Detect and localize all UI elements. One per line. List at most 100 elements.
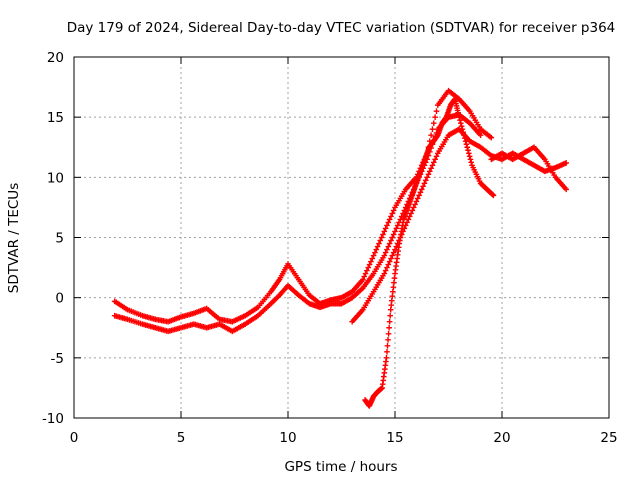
data-point-interp	[377, 237, 384, 244]
data-point-interp	[465, 147, 471, 154]
data-point-interp	[430, 159, 437, 166]
data-point	[424, 174, 430, 181]
data-point	[462, 138, 469, 145]
data-point-interp	[457, 117, 463, 123]
y-tick-label: 0	[55, 291, 64, 307]
data-point-interp	[412, 201, 418, 208]
data-point-interp	[426, 168, 433, 175]
data-point-interp	[393, 225, 400, 232]
data-point-interp	[384, 264, 390, 271]
data-point-interp	[385, 330, 392, 337]
data-point-interp	[385, 336, 391, 343]
series-track-4	[362, 96, 497, 409]
x-tick-label: 15	[386, 430, 403, 446]
data-point-interp	[464, 144, 471, 151]
y-tick-label: -5	[51, 351, 64, 367]
chart-title: Day 179 of 2024, Sidereal Day-to-day VTE…	[67, 20, 616, 36]
y-tick-label: 15	[47, 110, 64, 126]
data-point-interp	[433, 153, 440, 160]
data-point-interp	[386, 216, 393, 223]
data-point-interp	[384, 343, 391, 349]
data-point-interp	[384, 349, 390, 355]
data-point-interp	[384, 222, 390, 229]
y-tick-label: -10	[42, 411, 64, 427]
data-point-interp	[422, 177, 429, 184]
x-tick-label: 0	[70, 430, 79, 446]
y-tick-label: 10	[47, 170, 64, 186]
data-point-interp	[463, 141, 470, 148]
y-axis-label: SDTVAR / TECUs	[6, 183, 22, 293]
data-point-interp	[385, 243, 392, 250]
data-point-interp	[389, 252, 396, 259]
series-track-3	[349, 126, 569, 325]
data-point-interp	[394, 222, 401, 229]
x-tick-label: 10	[279, 430, 296, 446]
data-point-interp	[418, 186, 425, 193]
x-tick-label: 5	[177, 430, 186, 446]
series-track-1	[111, 87, 495, 325]
data-point-interp	[408, 210, 414, 217]
data-point-interp	[365, 264, 372, 271]
data-point	[477, 132, 484, 139]
data-point-interp	[420, 183, 426, 190]
data-point-interp	[405, 216, 412, 223]
data-point-interp	[461, 132, 467, 139]
data-point-interp	[458, 120, 464, 126]
data-point-interp	[430, 120, 437, 126]
data-point-interp	[414, 195, 421, 202]
data-point	[381, 228, 388, 235]
data-point-interp	[417, 189, 424, 196]
data-point	[413, 198, 420, 205]
data-point-interp	[382, 249, 389, 256]
data-point	[392, 246, 398, 253]
data-point-interp	[429, 126, 436, 132]
data-point-interp	[467, 156, 474, 163]
data-point	[563, 160, 569, 166]
data-point-interp	[384, 246, 390, 253]
data-point	[381, 270, 388, 277]
data-point	[392, 228, 398, 235]
data-point	[456, 114, 462, 120]
data-point-interp	[378, 234, 385, 241]
data-point-interp	[468, 159, 475, 166]
data-point-interp	[390, 249, 397, 256]
data-point-interp	[429, 162, 436, 169]
data-point-interp	[388, 213, 394, 220]
axis-ticks: 0 5 10 15 20 25 -10 -5 0 5 10 15 20	[42, 50, 618, 446]
data-point-interp	[466, 150, 472, 157]
data-point-interp	[366, 261, 373, 268]
x-tick-label: 25	[600, 430, 617, 446]
x-axis-label: GPS time / hours	[284, 459, 397, 475]
data-point-interp	[369, 255, 376, 262]
data-point	[563, 186, 569, 193]
data-point-interp	[374, 243, 381, 250]
data-point-interp	[368, 258, 374, 265]
y-tick-label: 5	[55, 231, 64, 247]
data-point-interp	[432, 156, 438, 163]
data-point-interp	[433, 108, 440, 114]
data-point-interp	[390, 207, 397, 214]
data-point-interp	[387, 312, 393, 319]
data-point	[488, 134, 495, 141]
data-point-interp	[382, 267, 389, 274]
data-point-interp	[361, 273, 368, 280]
data-point-interp	[425, 171, 432, 178]
data-point-interp	[372, 249, 378, 256]
data-point-interp	[386, 324, 392, 331]
data-point-interp	[459, 126, 466, 132]
data-point-interp	[373, 246, 380, 253]
data-point	[370, 252, 377, 259]
data-point-interp	[489, 191, 496, 198]
data-point-interp	[389, 234, 396, 241]
data-point-interp	[421, 180, 428, 187]
data-point-interp	[410, 204, 417, 211]
data-point	[381, 252, 388, 259]
data-point-interp	[416, 192, 422, 199]
data-point-interp	[409, 207, 416, 214]
data-point-interp	[385, 219, 392, 226]
data-point	[360, 276, 366, 283]
data-point-interp	[364, 267, 370, 274]
y-tick-label: 20	[47, 50, 64, 66]
data-point-interp	[458, 123, 465, 129]
